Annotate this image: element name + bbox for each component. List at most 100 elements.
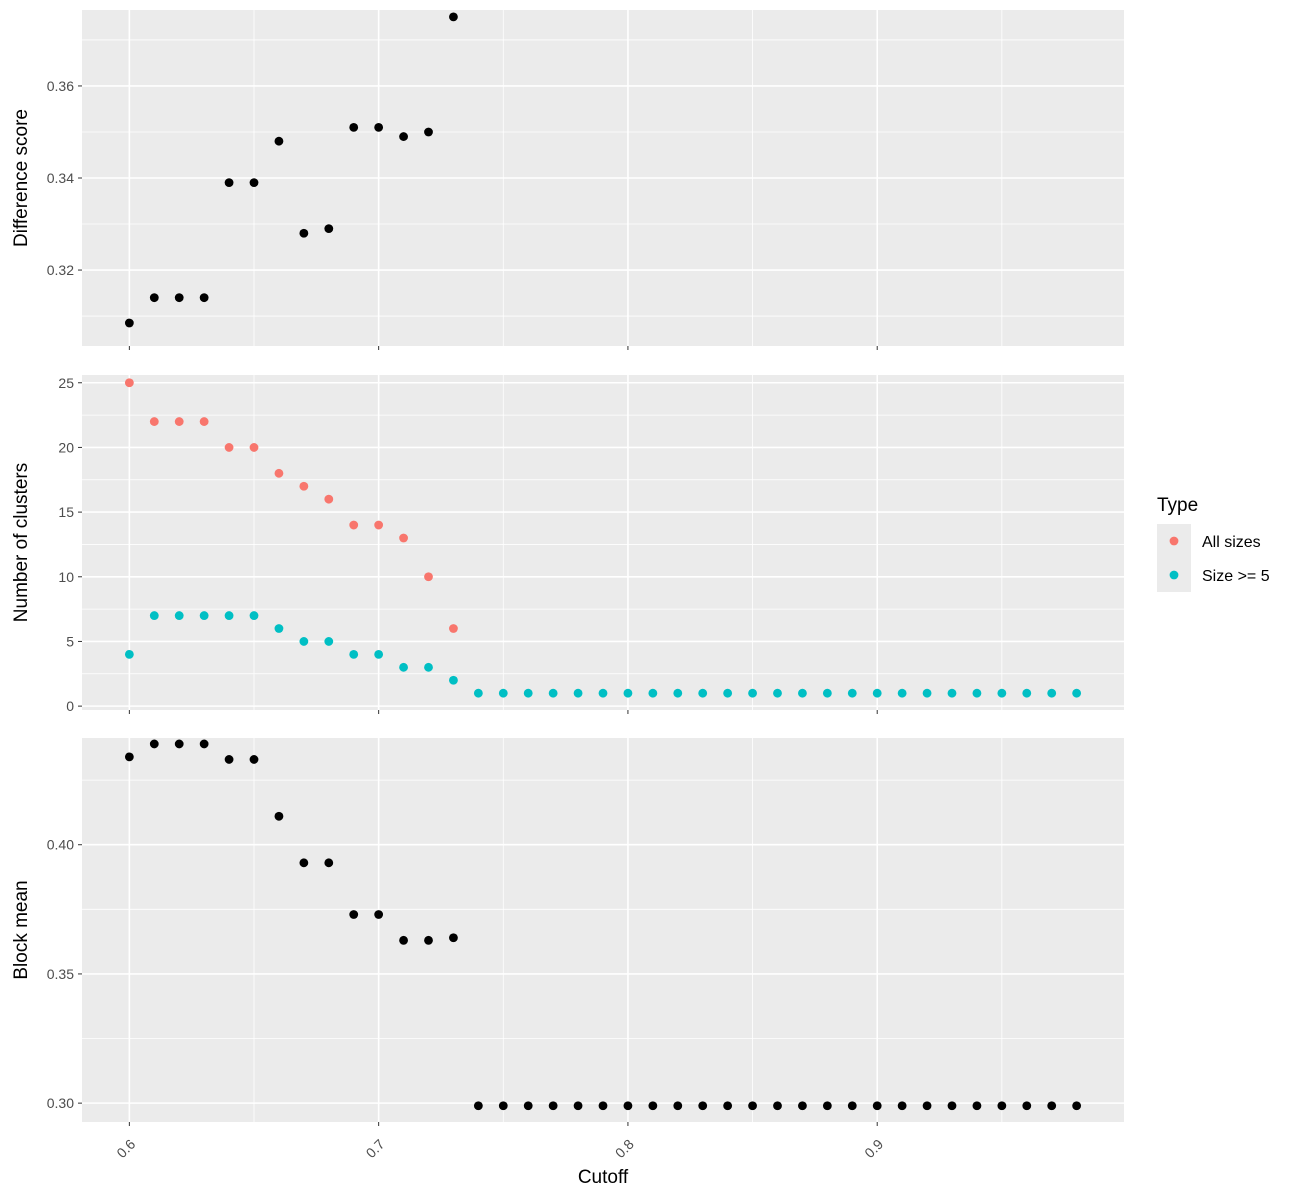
data-point: [249, 755, 259, 764]
data-point: [299, 858, 309, 868]
data-point: [723, 1101, 733, 1111]
y-tick-label: 25: [58, 375, 74, 391]
data-point: [374, 520, 384, 530]
data-point: [648, 1101, 658, 1111]
data-point: [299, 637, 309, 646]
data-point: [1047, 1101, 1057, 1111]
data-point: [149, 739, 159, 749]
data-point: [798, 1101, 807, 1111]
data-point: [773, 688, 782, 698]
data-point: [1022, 1101, 1032, 1111]
series-size-5: [124, 611, 1082, 698]
panel-1: 0.32 0.34 0.36 Difference score: [11, 10, 1124, 350]
data-point: [149, 293, 159, 303]
data-point: [723, 688, 733, 698]
y-tick-label: 5: [66, 633, 74, 649]
data-point: [374, 122, 384, 132]
data-point: [399, 132, 408, 141]
x-axis-title: Cutoff: [578, 1167, 629, 1188]
data-point: [274, 468, 284, 478]
data-point: [972, 1101, 982, 1111]
data-point: [324, 494, 334, 504]
data-point: [124, 318, 134, 328]
data-point: [947, 1101, 957, 1111]
data-point: [399, 935, 408, 945]
data-point: [548, 1101, 558, 1111]
data-point: [199, 611, 209, 620]
data-point: [598, 1101, 608, 1111]
data-point: [1072, 688, 1082, 698]
data-point: [399, 662, 408, 672]
series-1: [124, 12, 458, 328]
data-point: [274, 136, 284, 146]
data-point: [299, 481, 309, 491]
data-point: [698, 688, 708, 698]
data-point: [174, 293, 184, 303]
data-point: [1047, 688, 1057, 698]
data-point: [623, 1101, 633, 1111]
legend-label: Size >= 5: [1202, 568, 1270, 585]
data-point: [199, 293, 209, 303]
data-point: [124, 649, 134, 659]
y-tick-label: 0.40: [47, 837, 74, 853]
data-point: [324, 858, 334, 868]
panel-background: [82, 738, 1124, 1122]
data-point: [149, 417, 159, 426]
data-point: [748, 1101, 757, 1111]
data-point: [224, 755, 234, 764]
legend-marker: [1169, 570, 1179, 580]
data-point: [623, 688, 633, 698]
data-point: [199, 417, 209, 426]
data-point: [349, 649, 359, 659]
x-tick-label: 0.6: [113, 1136, 138, 1161]
data-point: [997, 688, 1007, 698]
data-point: [249, 611, 259, 620]
data-point: [498, 1101, 508, 1111]
data-point: [174, 417, 184, 426]
data-point: [274, 811, 284, 821]
data-point: [349, 910, 359, 919]
data-point: [224, 443, 234, 452]
x-tick-label: 0.7: [363, 1136, 388, 1161]
data-point: [324, 224, 334, 234]
data-point: [947, 688, 957, 698]
y-tick-label: 0: [66, 698, 74, 714]
data-point: [523, 1101, 533, 1111]
data-point: [872, 688, 882, 698]
y-tick-label: 15: [58, 504, 74, 520]
data-point: [124, 752, 134, 762]
data-point: [249, 443, 259, 452]
y-tick-label: 10: [58, 569, 74, 585]
data-point: [498, 688, 508, 698]
data-point: [199, 739, 209, 749]
data-point: [822, 688, 832, 698]
y-tick-label: 0.34: [47, 170, 74, 186]
data-point: [847, 688, 857, 698]
data-point: [449, 12, 458, 22]
data-point: [822, 1101, 832, 1111]
data-point: [399, 533, 408, 543]
panel-3: 0.30 0.35 0.40 Block mean 0.6 0.7 0.8 0.9 Cutoff: [11, 738, 1124, 1188]
data-point: [748, 688, 757, 698]
data-point: [473, 688, 483, 698]
y-axis-title: Block mean: [11, 880, 32, 979]
legend-title: Type: [1157, 495, 1198, 516]
y-axis-title: Difference score: [11, 109, 32, 247]
data-point: [673, 688, 683, 698]
legend-marker: [1169, 536, 1179, 546]
series-1: [124, 739, 1082, 1111]
data-point: [124, 378, 134, 388]
panel-background: [82, 375, 1124, 710]
x-tick-label: 0.9: [861, 1136, 886, 1161]
data-point: [349, 520, 359, 530]
y-tick-label: 0.32: [47, 262, 74, 278]
data-point: [374, 649, 384, 659]
data-point: [249, 178, 259, 188]
data-point: [872, 1101, 882, 1111]
data-point: [573, 1101, 583, 1111]
data-point: [424, 127, 433, 137]
data-point: [449, 624, 458, 633]
data-point: [673, 1101, 683, 1111]
data-point: [972, 688, 982, 698]
